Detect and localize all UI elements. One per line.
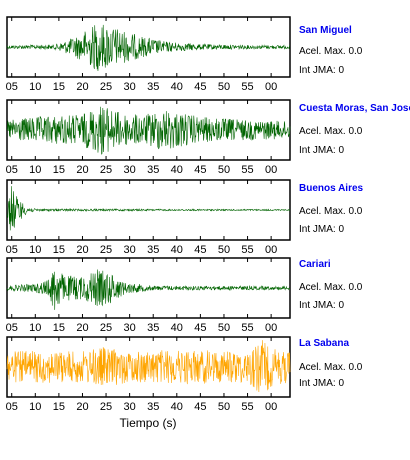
seismogram-trace [6, 24, 291, 71]
x-tick-label: 10 [29, 322, 41, 334]
x-tick-label: 55 [241, 164, 253, 176]
int-jma-cuesta-moras: Int JMA: 0 [299, 145, 344, 156]
panel-la-sabana: 05 10 15 20 25 30 35 40 45 50 55 00 La Sabana Acel.… [6, 336, 363, 413]
x-tick-label: 15 [53, 81, 65, 93]
x-tick-label: 50 [218, 164, 230, 176]
x-tick-label: 50 [218, 322, 230, 334]
seismogram-trace [6, 186, 291, 231]
x-tick-label: 55 [241, 322, 253, 334]
trace-group-1 [6, 106, 291, 155]
station-name-la-sabana: La Sabana [299, 338, 349, 349]
x-tick-label: 05 [6, 81, 18, 93]
x-tick-label: 50 [218, 401, 230, 413]
x-tick-label: 00 [265, 244, 277, 256]
x-tick-label: 35 [147, 244, 159, 256]
acel-max-san-miguel: Acel. Max. 0.0 [299, 46, 363, 57]
x-tick-label: 20 [76, 401, 88, 413]
x-tick-label: 35 [147, 322, 159, 334]
x-tick-label: 25 [100, 81, 112, 93]
x-tick-label: 15 [53, 322, 65, 334]
x-tick-label: 25 [100, 244, 112, 256]
x-tick-label: 00 [265, 322, 277, 334]
trace-group-0 [6, 24, 291, 71]
x-tick-label: 15 [53, 164, 65, 176]
x-tick-label: 40 [171, 401, 183, 413]
ticks-4: 05 10 15 20 25 30 35 40 45 50 55 00 [6, 337, 277, 413]
station-name-cuesta-moras: Cuesta Moras, San Jose [299, 103, 410, 114]
x-tick-label: 20 [76, 244, 88, 256]
station-name-cariari: Cariari [299, 259, 331, 270]
x-tick-label: 35 [147, 164, 159, 176]
ticks-3: 05 10 15 20 25 30 35 40 45 50 55 00 [6, 258, 277, 334]
x-tick-label: 40 [171, 81, 183, 93]
ticks-1: 05 10 15 20 25 30 35 40 45 50 55 00 [6, 100, 277, 176]
x-tick-label: 25 [100, 322, 112, 334]
x-tick-label: 45 [194, 81, 206, 93]
x-tick-label: 05 [6, 244, 18, 256]
x-tick-label: 30 [124, 401, 136, 413]
x-tick-label: 55 [241, 244, 253, 256]
seismogram-trace [6, 269, 291, 310]
seismogram-trace [6, 340, 291, 393]
panel-cuesta-moras: 05 10 15 20 25 30 35 40 45 50 55 00 Cuesta Moras, S… [6, 99, 410, 176]
int-jma-buenos-aires: Int JMA: 0 [299, 224, 344, 235]
trace-group-4 [6, 340, 291, 393]
int-jma-san-miguel: Int JMA: 0 [299, 65, 344, 76]
x-tick-label: 05 [6, 164, 18, 176]
x-tick-label: 25 [100, 164, 112, 176]
x-tick-label: 35 [147, 401, 159, 413]
x-tick-label: 05 [6, 401, 18, 413]
x-tick-label: 00 [265, 164, 277, 176]
x-tick-label: 30 [124, 322, 136, 334]
x-tick-label: 30 [124, 244, 136, 256]
ticks-2: 05 10 15 20 25 30 35 40 45 50 55 00 [6, 180, 277, 256]
x-tick-label: 10 [29, 401, 41, 413]
x-tick-label: 15 [53, 244, 65, 256]
seismogram-trace [6, 106, 291, 155]
acel-max-la-sabana: Acel. Max. 0.0 [299, 362, 363, 373]
x-tick-label: 55 [241, 81, 253, 93]
acel-max-cuesta-moras: Acel. Max. 0.0 [299, 126, 363, 137]
x-tick-label: 20 [76, 164, 88, 176]
panel-buenos-aires: 05 10 15 20 25 30 35 40 45 50 55 00 Buenos Aires Ac… [6, 179, 364, 256]
trace-group-3 [6, 269, 291, 310]
x-tick-label: 40 [171, 244, 183, 256]
x-tick-label: 50 [218, 81, 230, 93]
acel-max-cariari: Acel. Max. 0.0 [299, 282, 363, 293]
x-tick-label: 45 [194, 401, 206, 413]
x-tick-label: 20 [76, 81, 88, 93]
x-tick-label: 45 [194, 322, 206, 334]
x-tick-label: 25 [100, 401, 112, 413]
ticks-0: 05 10 15 20 25 30 35 40 45 50 55 00 [6, 17, 277, 93]
x-tick-label: 30 [124, 164, 136, 176]
x-axis-title: Tiempo (s) [120, 416, 177, 430]
x-tick-label: 00 [265, 81, 277, 93]
plot-frame-cariari [6, 257, 291, 319]
x-tick-label: 15 [53, 401, 65, 413]
x-tick-label: 50 [218, 244, 230, 256]
x-tick-label: 35 [147, 81, 159, 93]
x-tick-label: 40 [171, 322, 183, 334]
x-tick-label: 05 [6, 322, 18, 334]
x-tick-label: 10 [29, 164, 41, 176]
station-name-san-miguel: San Miguel [299, 25, 352, 36]
station-name-buenos-aires: Buenos Aires [299, 183, 364, 194]
x-tick-label: 55 [241, 401, 253, 413]
x-tick-label: 10 [29, 81, 41, 93]
int-jma-la-sabana: Int JMA: 0 [299, 378, 344, 389]
x-tick-label: 10 [29, 244, 41, 256]
panel-san-miguel: 05 10 15 20 25 30 35 40 45 50 55 00 San Miguel Acel… [6, 16, 363, 93]
x-tick-label: 45 [194, 164, 206, 176]
panel-cariari: 05 10 15 20 25 30 35 40 45 50 55 00 Cariari Acel. M… [6, 257, 363, 334]
x-tick-label: 00 [265, 401, 277, 413]
acel-max-buenos-aires: Acel. Max. 0.0 [299, 206, 363, 217]
x-tick-label: 45 [194, 244, 206, 256]
trace-group-2 [6, 186, 291, 231]
x-tick-label: 30 [124, 81, 136, 93]
int-jma-cariari: Int JMA: 0 [299, 300, 344, 311]
x-tick-label: 20 [76, 322, 88, 334]
x-tick-label: 40 [171, 164, 183, 176]
